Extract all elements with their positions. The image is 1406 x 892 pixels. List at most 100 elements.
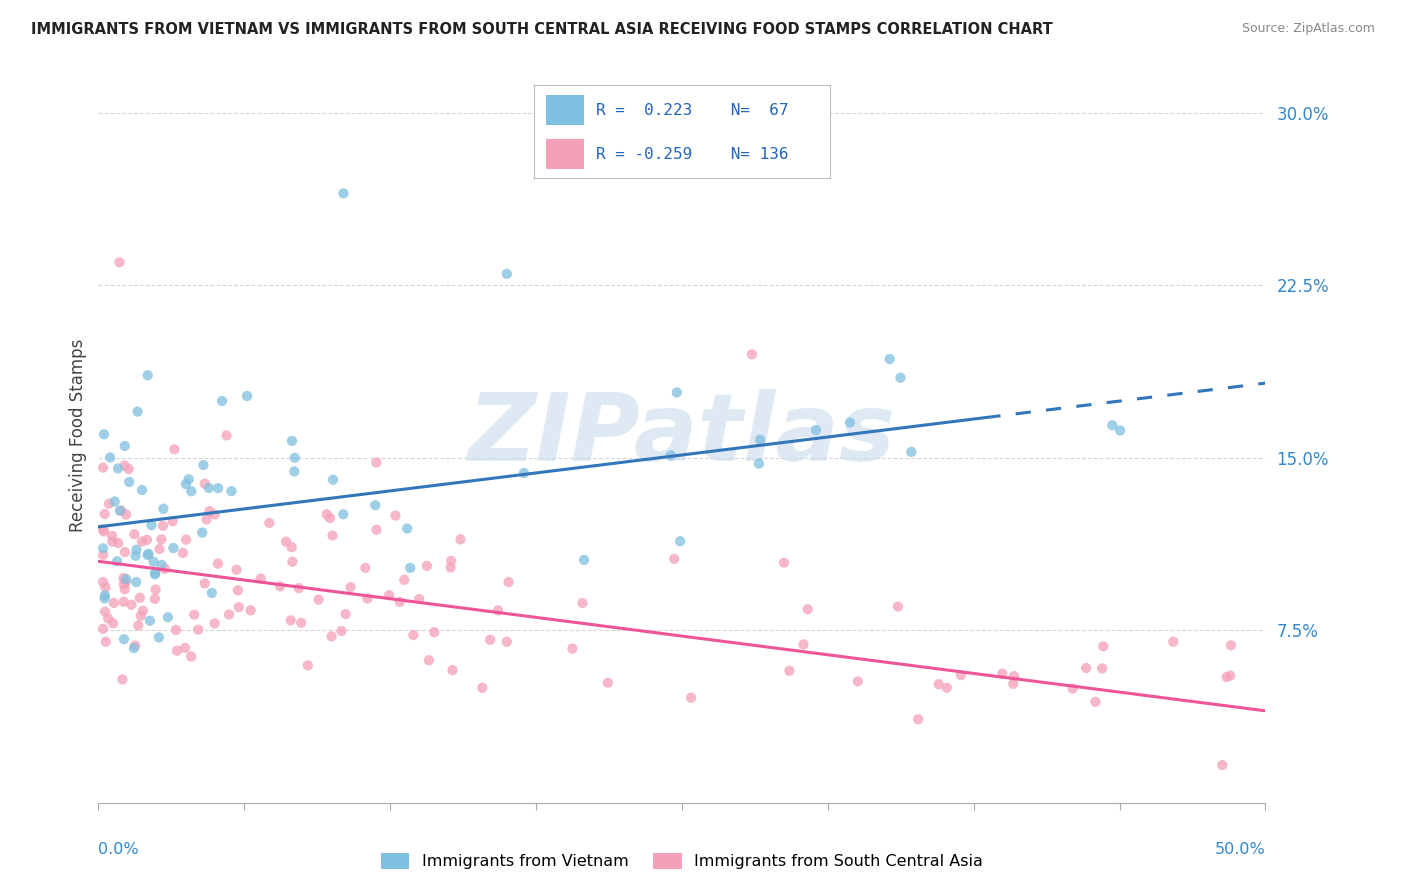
Point [207, 557, 229, 571]
Point [124, 639, 146, 653]
Point [664, 552, 686, 566]
Point [162, 541, 184, 555]
Point [378, 588, 401, 602]
Point [118, 462, 141, 476]
Point [366, 455, 388, 469]
Point [211, 394, 233, 409]
Point [773, 556, 796, 570]
Point [396, 522, 419, 536]
Point [91, 460, 114, 475]
Point [150, 558, 173, 572]
Point [1109, 424, 1132, 438]
Point [201, 586, 224, 600]
Point [1101, 418, 1123, 433]
Point [513, 466, 536, 480]
Point [98, 450, 121, 465]
Point [1215, 670, 1237, 684]
Point [228, 600, 250, 615]
Point [143, 567, 166, 582]
Point [928, 677, 950, 691]
Point [399, 561, 422, 575]
Point [207, 481, 229, 495]
Point [101, 529, 124, 543]
Point [136, 548, 159, 562]
Point [335, 607, 357, 621]
Point [486, 603, 509, 617]
Point [114, 575, 136, 590]
Point [127, 618, 149, 632]
Point [439, 560, 461, 574]
Point [479, 632, 502, 647]
Point [321, 629, 343, 643]
Point [879, 352, 901, 367]
Point [423, 625, 446, 640]
Point [749, 433, 772, 447]
Point [450, 533, 472, 547]
Point [218, 607, 240, 622]
Point [1084, 695, 1107, 709]
Point [139, 614, 162, 628]
Point [97, 611, 120, 625]
Bar [546, 139, 585, 169]
Point [281, 434, 304, 448]
Point [204, 616, 226, 631]
Point [889, 370, 911, 384]
Y-axis label: Receiving Food Stamps: Receiving Food Stamps [69, 338, 87, 532]
Point [221, 484, 243, 499]
Point [91, 541, 114, 556]
Point [191, 525, 214, 540]
Point [498, 574, 520, 589]
Point [94, 589, 117, 603]
Point [239, 603, 262, 617]
Point [183, 607, 205, 622]
Point [215, 428, 238, 442]
Point [142, 555, 165, 569]
Point [748, 457, 770, 471]
Point [308, 592, 330, 607]
Point [124, 549, 146, 563]
Point [131, 483, 153, 497]
Point [194, 476, 217, 491]
Point [778, 664, 800, 678]
Point [665, 385, 688, 400]
Point [1219, 668, 1241, 682]
Point [143, 566, 166, 580]
Point [112, 577, 135, 591]
Text: 50.0%: 50.0% [1215, 842, 1265, 856]
Point [572, 553, 595, 567]
Point [284, 450, 307, 465]
Point [132, 604, 155, 618]
Text: Source: ZipAtlas.com: Source: ZipAtlas.com [1241, 22, 1375, 36]
Point [121, 598, 143, 612]
Point [949, 668, 972, 682]
Point [1220, 638, 1243, 652]
Point [166, 643, 188, 657]
Point [195, 512, 218, 526]
Point [180, 649, 202, 664]
Point [91, 575, 114, 590]
Point [91, 522, 114, 536]
Point [887, 599, 910, 614]
Point [115, 572, 138, 586]
Point [283, 464, 305, 478]
Point [198, 504, 221, 518]
Point [107, 536, 129, 550]
Bar [546, 95, 585, 125]
Point [408, 592, 430, 607]
Point [907, 712, 929, 726]
Point [1062, 681, 1084, 696]
Point [111, 673, 134, 687]
Point [94, 634, 117, 648]
Point [114, 582, 136, 597]
Point [297, 658, 319, 673]
Point [93, 591, 115, 606]
Point [364, 498, 387, 512]
Point [332, 186, 354, 201]
Point [174, 533, 197, 547]
Point [129, 608, 152, 623]
Point [187, 623, 209, 637]
Point [354, 561, 377, 575]
Point [280, 613, 302, 627]
Text: ZIPatlas: ZIPatlas [468, 389, 896, 481]
Point [177, 472, 200, 486]
